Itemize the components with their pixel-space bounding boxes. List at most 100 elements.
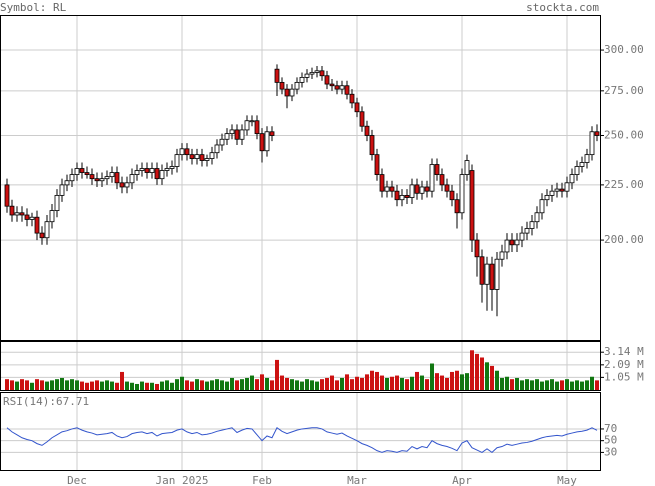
candle-body [524, 228, 530, 234]
candle-body [194, 154, 200, 159]
volume-bar [75, 380, 79, 390]
y-tick-label: 275.00 [604, 84, 644, 97]
candle-body [289, 88, 295, 97]
candle-body [459, 174, 465, 214]
candle-body [229, 129, 235, 135]
volume-bar [175, 379, 179, 390]
candle-body [74, 168, 80, 175]
panel [0, 15, 601, 341]
candle-body [574, 166, 580, 175]
candle-body [189, 154, 195, 159]
volume-bar [480, 357, 484, 390]
volume-bar [205, 381, 209, 390]
volume-bar [185, 380, 189, 390]
candle-body [544, 195, 550, 201]
candle-body [494, 258, 500, 290]
candle-body [39, 232, 45, 239]
x-tick-label: Apr [452, 474, 472, 486]
symbol: Symbol: RL [0, 1, 67, 14]
volume-bar [505, 376, 509, 390]
volume-bar [300, 381, 304, 390]
candle-body [164, 168, 170, 171]
candle-body [284, 88, 290, 97]
volume-bar [230, 377, 234, 390]
candle-body [534, 212, 540, 223]
candle-body [514, 239, 520, 246]
volume-bar [325, 377, 329, 390]
candle-body [364, 125, 370, 136]
candle-body [379, 174, 385, 192]
candle-body [179, 148, 185, 156]
volume-bar [125, 381, 129, 390]
volume-bar [555, 381, 559, 390]
volume-bar [265, 377, 269, 390]
volume-bar [500, 377, 504, 390]
y-tick-label: 2.09 M [604, 358, 644, 371]
candle-body [519, 232, 525, 241]
volume-bar [530, 380, 534, 390]
volume-bar [275, 359, 279, 390]
volume-bar [130, 382, 134, 390]
candle-body [449, 190, 455, 201]
volume-bar [50, 380, 54, 390]
candle-body [419, 186, 425, 194]
candle-body [124, 182, 130, 188]
candle-body [304, 73, 310, 78]
candle-body [499, 251, 505, 260]
candle-body [549, 190, 555, 196]
candle-body [339, 85, 345, 90]
candle-body [274, 68, 280, 83]
candle-body [29, 216, 35, 220]
volume-bar [465, 373, 469, 390]
volume-bar [570, 381, 574, 390]
volume-bar [560, 380, 564, 390]
candle-body [64, 180, 70, 186]
candle-body [299, 76, 305, 83]
volume-bar [490, 365, 494, 390]
panel [0, 392, 601, 471]
volume-bar [235, 380, 239, 390]
volume-bar [470, 350, 474, 390]
candle-body [19, 212, 25, 216]
volume-bar [255, 379, 259, 390]
volume-bar [80, 381, 84, 390]
volume-bar [40, 380, 44, 390]
candle-body [159, 170, 165, 180]
candle-body [539, 199, 545, 214]
candle-body [279, 81, 285, 90]
candle-body [234, 129, 240, 140]
candle-body [569, 174, 575, 184]
volume-bar [405, 379, 409, 390]
candle-body [349, 93, 355, 104]
volume-bar [565, 379, 569, 390]
volume-bar [485, 362, 489, 390]
candle-body [469, 170, 475, 241]
volume-bar [240, 379, 244, 390]
candle-body [374, 154, 380, 175]
candle-body [264, 131, 270, 152]
candle-body [369, 135, 375, 156]
candle-body [209, 152, 215, 159]
volume-bar [425, 379, 429, 390]
candle-body [474, 239, 480, 258]
candle-body [154, 168, 160, 180]
volume-bar [395, 375, 399, 390]
candle-body [464, 160, 470, 175]
volume-bar [135, 383, 139, 390]
candle-body [69, 174, 75, 182]
candle-body [219, 138, 225, 146]
volume-bar [85, 382, 89, 390]
volume-bar [310, 380, 314, 390]
candle-body [319, 70, 325, 77]
candle-body [139, 168, 145, 171]
candle-body [134, 170, 140, 175]
candle-body [329, 83, 335, 87]
candle-body [389, 186, 395, 192]
candle-body [404, 195, 410, 198]
volume-bar [65, 380, 69, 390]
volume-bar [330, 375, 334, 390]
candle-body [244, 120, 250, 131]
candle-body [334, 85, 340, 90]
volume-bar [340, 377, 344, 390]
